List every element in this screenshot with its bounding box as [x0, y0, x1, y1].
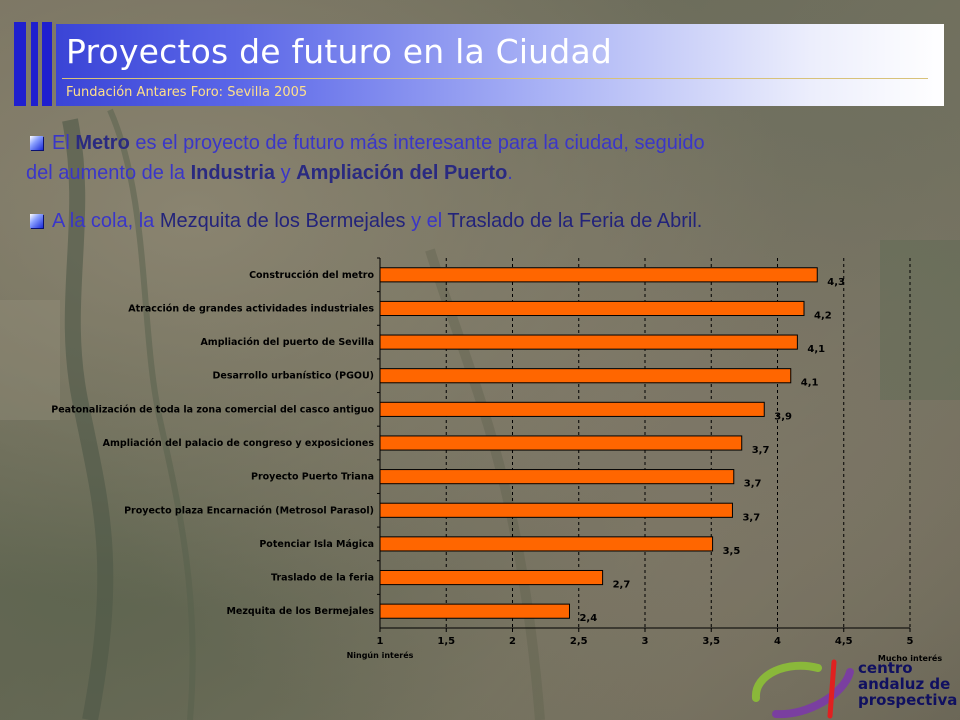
bullet-square-icon: [30, 136, 43, 150]
bar: [379, 569, 604, 586]
bar: [379, 536, 714, 552]
bar: [379, 300, 805, 317]
bar: [379, 435, 743, 451]
bar: [379, 334, 798, 350]
bar: [379, 469, 735, 485]
bullet-square-icon: [30, 214, 43, 228]
category-label: Mezquita de los Bermejales: [226, 606, 374, 617]
bullet-1-bold-metro: Metro: [75, 132, 130, 154]
category-label: Construcción del metro: [249, 270, 374, 281]
bar: [379, 603, 570, 619]
data-label: 2,4: [579, 613, 597, 624]
title-accent-bars: [14, 22, 52, 108]
page-title: Proyectos de futuro en la Ciudad: [66, 32, 613, 71]
category-label: Peatonalización de toda la zona comercia…: [51, 404, 374, 415]
data-label: 3,5: [723, 546, 741, 557]
bullet-1-text-b: es el proyecto de futuro más interesante…: [129, 132, 705, 154]
bullet-2-feria: Traslado de la Feria de Abril.: [447, 210, 703, 232]
bullet-2-text-a: A la cola, la: [52, 210, 160, 232]
page-subtitle: Fundación Antares Foro: Sevilla 2005: [66, 85, 308, 100]
data-label: 2,7: [613, 580, 631, 591]
bar: [379, 267, 818, 283]
centro-andaluz-logo: [752, 659, 854, 719]
x-tick-label: 4,5: [835, 636, 853, 647]
logo-line-2: andaluz de: [858, 675, 951, 693]
bullet-2-text-b: y el: [405, 210, 448, 232]
x-tick-label: 2: [509, 636, 516, 647]
category-label: Ampliación del palacio de congreso y exp…: [103, 438, 375, 449]
x-tick-label: 1,5: [437, 636, 455, 647]
x-axis-right-label: Mucho interés: [878, 653, 942, 663]
bullet-1-bold-puerto: Ampliación del Puerto: [296, 162, 508, 184]
title-rule: [62, 78, 928, 79]
data-label: 4,2: [814, 310, 832, 321]
category-label: Desarrollo urbanístico (PGOU): [213, 371, 374, 382]
category-label: Potenciar Isla Mágica: [259, 539, 374, 550]
category-label: Proyecto Puerto Triana: [251, 472, 374, 483]
x-tick-label: 5: [907, 636, 914, 647]
category-label: Traslado de la feria: [271, 573, 374, 584]
data-label: 4,1: [807, 344, 825, 355]
interest-bar-chart: Construcción del metro 4,3 Atracción de gr…: [30, 248, 950, 668]
data-label: 3,7: [752, 445, 770, 456]
chart-svg: Construcción del metro 4,3 Atracción de gr…: [51, 257, 942, 663]
data-label: 3,9: [774, 411, 792, 422]
x-tick-label: 4: [774, 636, 781, 647]
bullet-1-text-d: y: [275, 162, 297, 184]
bullet-2: A la cola, la Mezquita de los Bermejales…: [26, 206, 946, 236]
logo-text: centro andaluz de prospectiva: [858, 660, 957, 708]
x-tick-label: 1: [377, 636, 384, 647]
bullet-1-bold-industria: Industria: [190, 162, 276, 184]
data-label: 3,7: [744, 479, 762, 490]
bar: [379, 368, 792, 384]
x-axis-left-label: Ningún interés: [347, 650, 414, 660]
bullet-1-text-c: del aumento de la: [26, 162, 191, 184]
bullet-1-text-a: El: [52, 132, 76, 154]
data-label: 3,7: [742, 512, 760, 523]
bar: [379, 502, 733, 518]
header-band: [56, 24, 944, 106]
category-label: Atracción de grandes actividades industr…: [128, 303, 374, 314]
bullet-1: El Metro es el proyecto de futuro más in…: [26, 128, 946, 188]
x-tick-label: 3: [642, 636, 649, 647]
bar: [379, 401, 765, 417]
category-label: Proyecto plaza Encarnación (Metrosol Par…: [124, 505, 374, 516]
logo-line-3: prospectiva: [858, 691, 958, 709]
x-tick-label: 2,5: [570, 636, 588, 647]
data-label: 4,3: [827, 277, 845, 288]
x-tick-label: 3,5: [702, 636, 720, 647]
category-label: Ampliación del puerto de Sevilla: [200, 337, 374, 348]
data-label: 4,1: [801, 378, 819, 389]
logo-line-1: centro: [858, 659, 913, 677]
bullet-2-mezquita: Mezquita de los Bermejales: [159, 210, 406, 232]
bullet-1-text-e: .: [507, 162, 513, 184]
